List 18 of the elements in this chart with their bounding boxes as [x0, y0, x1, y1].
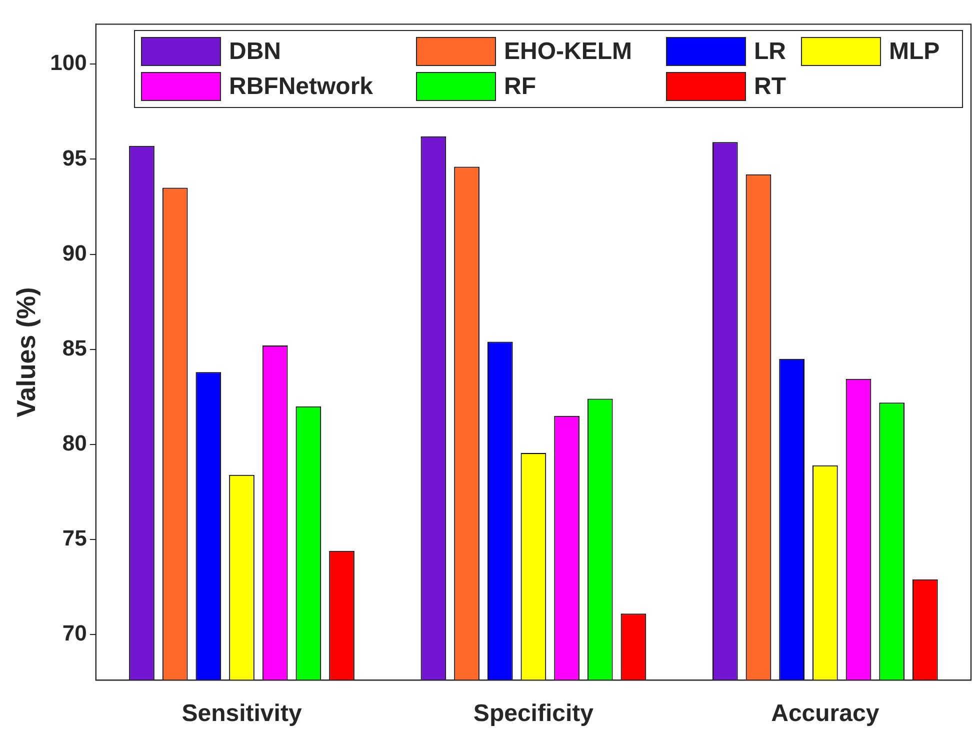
legend-label: EHO-KELM [504, 38, 632, 66]
y-tick-label: 100 [50, 50, 87, 76]
legend-label: RBFNetwork [229, 72, 374, 100]
y-axis-title: Values (%) [10, 287, 41, 418]
legend-label: LR [754, 38, 786, 66]
x-tick-label: Specificity [473, 700, 594, 728]
y-tick-label: 75 [62, 526, 87, 551]
x-tick-label: Accuracy [771, 700, 880, 728]
legend-label: DBN [229, 38, 281, 66]
y-tick-label: 90 [62, 240, 87, 266]
legend-label: RT [754, 72, 786, 100]
legend-label: MLP [889, 38, 940, 66]
y-tick-label: 70 [62, 620, 87, 646]
y-tick-label: 85 [62, 335, 87, 360]
legend-label: RF [504, 72, 536, 100]
x-tick-label: Sensitivity [182, 700, 302, 728]
y-tick-label: 95 [62, 145, 87, 170]
y-tick-label: 80 [62, 430, 87, 456]
